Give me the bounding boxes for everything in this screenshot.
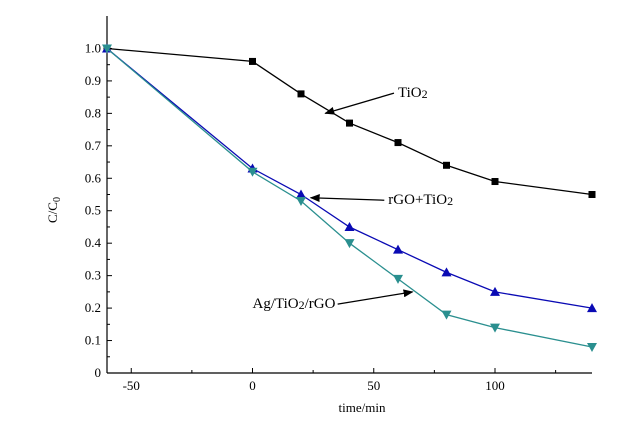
y-tick-label: 0.6 bbox=[85, 170, 102, 185]
y-axis-label: C/C0 bbox=[45, 197, 63, 223]
data-point bbox=[297, 90, 305, 98]
annotations: TiO2 rGO+TiO2 Ag/TiO2/rGO bbox=[253, 85, 454, 312]
y-tick-label: 0.7 bbox=[85, 138, 102, 153]
data-point bbox=[247, 167, 258, 177]
x-tick-label: 100 bbox=[485, 378, 505, 393]
ticks: 0 0.1 0.2 0.3 0.4 0.5 0.6 0.7 0.8 0.9 1.0 -50 0 50 100 bbox=[85, 40, 557, 393]
data-point bbox=[344, 239, 355, 249]
data-point bbox=[443, 161, 450, 169]
annotation-label: Ag/TiO2/rGO bbox=[253, 296, 336, 312]
annotation-arrow bbox=[337, 289, 414, 305]
y-tick-label: 0.2 bbox=[85, 300, 101, 315]
data-point bbox=[588, 191, 596, 198]
data-point bbox=[587, 343, 597, 353]
data-point bbox=[296, 196, 306, 206]
annotation-label: TiO2 bbox=[398, 85, 428, 101]
series-line bbox=[106, 47, 593, 309]
y-tick-label: 1.0 bbox=[85, 40, 101, 55]
data-point bbox=[491, 178, 499, 186]
x-tick-label: 50 bbox=[367, 378, 380, 393]
series-layer bbox=[102, 43, 597, 353]
series-line bbox=[106, 47, 593, 196]
data-point bbox=[296, 189, 306, 199]
y-tick-label: 0.1 bbox=[85, 333, 101, 348]
data-point bbox=[441, 310, 452, 320]
annotation-arrow bbox=[324, 92, 395, 115]
y-tick-label: 0.8 bbox=[85, 105, 101, 120]
data-point bbox=[102, 44, 112, 54]
data-point bbox=[393, 244, 403, 254]
data-point bbox=[441, 267, 452, 277]
data-point bbox=[587, 303, 597, 313]
y-tick-label: 0.4 bbox=[85, 235, 102, 250]
y-tick-label: 0.3 bbox=[85, 268, 101, 283]
series-line bbox=[106, 48, 593, 348]
y-tick-label: 0.5 bbox=[85, 203, 101, 218]
y-tick-label: 0.9 bbox=[85, 73, 101, 88]
data-point bbox=[249, 57, 256, 65]
data-point bbox=[393, 274, 403, 284]
axes bbox=[106, 16, 592, 374]
x-tick-label: -50 bbox=[123, 378, 140, 393]
data-point bbox=[346, 119, 353, 127]
annotation-label: rGO+TiO2 bbox=[388, 192, 453, 208]
data-point bbox=[394, 139, 402, 147]
x-axis-label: time/min bbox=[339, 400, 386, 415]
x-tick-label: 0 bbox=[249, 378, 256, 393]
annotation-arrow bbox=[309, 194, 385, 203]
data-point bbox=[490, 323, 500, 333]
data-point bbox=[344, 221, 355, 231]
data-point bbox=[490, 286, 500, 296]
y-tick-label: 0 bbox=[95, 365, 102, 380]
